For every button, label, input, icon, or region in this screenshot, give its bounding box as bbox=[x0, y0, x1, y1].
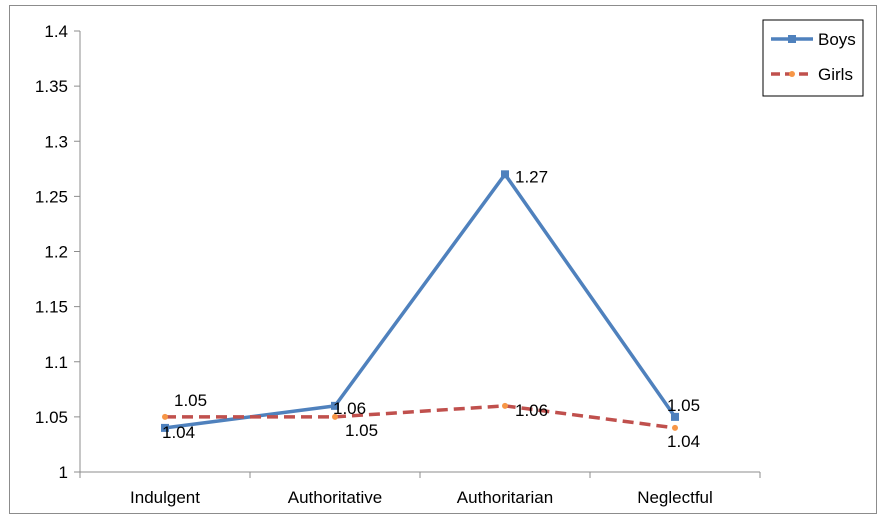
series-line-boys bbox=[164, 172, 677, 430]
series-point-girls bbox=[672, 424, 678, 431]
legend-box bbox=[762, 19, 864, 97]
data-label-girls: 1.06 bbox=[515, 401, 548, 420]
data-label-girls: 1.05 bbox=[345, 421, 378, 440]
y-tick-label: 1.3 bbox=[44, 132, 68, 151]
legend-label-girls: Girls bbox=[818, 65, 853, 84]
y-tick-label: 1.1 bbox=[44, 353, 68, 372]
data-label-boys: 1.27 bbox=[515, 167, 548, 186]
x-tick-label: Neglectful bbox=[637, 488, 713, 507]
series-point-boys bbox=[161, 423, 169, 432]
x-tick-label: Authoritarian bbox=[457, 488, 553, 507]
x-tick-label: Indulgent bbox=[130, 488, 200, 507]
series-point-boys bbox=[671, 412, 679, 421]
series-point-girls bbox=[332, 413, 338, 420]
data-label-boys: 1.04 bbox=[162, 423, 195, 442]
legend-label-boys: Boys bbox=[818, 30, 856, 49]
data-label-girls: 1.04 bbox=[667, 432, 700, 451]
series-point-boys bbox=[331, 401, 339, 410]
y-tick-label: 1.05 bbox=[35, 408, 68, 427]
y-tick-label: 1.4 bbox=[44, 22, 68, 41]
series-point-girls bbox=[162, 413, 168, 420]
series-point-girls bbox=[502, 402, 508, 409]
legend-marker-girls bbox=[789, 71, 795, 77]
data-label-boys: 1.05 bbox=[667, 396, 700, 415]
series-line-girls bbox=[165, 404, 676, 430]
data-label-boys: 1.06 bbox=[333, 399, 366, 418]
legend-marker-boys bbox=[788, 35, 796, 43]
y-tick-label: 1.15 bbox=[35, 298, 68, 317]
y-tick-label: 1.35 bbox=[35, 77, 68, 96]
y-tick-label: 1 bbox=[59, 463, 68, 482]
y-tick-label: 1.2 bbox=[44, 243, 68, 262]
x-tick-label: Authoritative bbox=[288, 488, 383, 507]
series-point-boys bbox=[501, 170, 509, 179]
data-label-girls: 1.05 bbox=[174, 391, 207, 410]
y-tick-label: 1.25 bbox=[35, 187, 68, 206]
